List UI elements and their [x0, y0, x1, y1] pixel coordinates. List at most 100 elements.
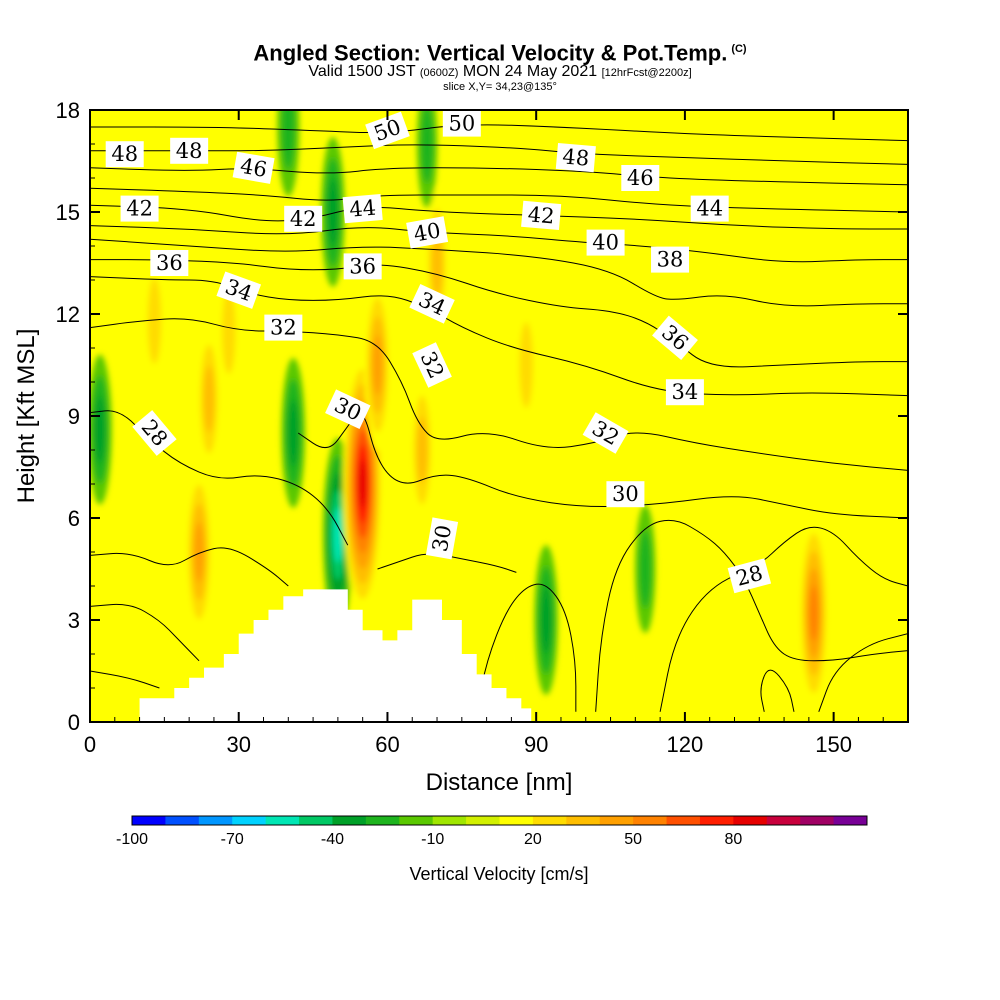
contour-label: 28 [727, 558, 772, 594]
contour-label-text: 46 [238, 154, 268, 182]
contour-label-text: 32 [270, 316, 297, 340]
contour-label: 40 [586, 229, 625, 256]
contour-label: 46 [232, 151, 275, 184]
velocity-cell [333, 507, 343, 563]
y-tick-label: 12 [56, 302, 80, 327]
x-tick-label: 30 [226, 732, 250, 757]
contour-label-box [690, 195, 729, 222]
velocity-cell [327, 178, 339, 246]
colorbar-swatch [265, 816, 300, 825]
contour-label: 36 [343, 253, 382, 280]
x-tick-label: 60 [375, 732, 399, 757]
contour-label: 30 [606, 481, 645, 508]
theta-contour-42 [90, 204, 908, 230]
valid-time-utc: (0600Z) [419, 67, 459, 80]
title-block: Angled Section: Vertical Velocity & Pot.… [0, 36, 1000, 93]
velocity-cell [94, 396, 106, 463]
contour-label: 42 [284, 205, 323, 232]
contour-label-box [342, 193, 383, 224]
contour-label-box [150, 250, 189, 276]
velocity-cell [203, 365, 215, 433]
chart-title: Angled Section: Vertical Velocity & Pot.… [0, 36, 1000, 66]
velocity-field [90, 110, 908, 722]
colorbar-tick-label: -70 [221, 831, 244, 848]
velocity-cell [358, 459, 367, 509]
contour-label-text: 36 [349, 254, 376, 278]
x-tick-label: 120 [667, 732, 704, 757]
y-tick-label: 0 [68, 710, 80, 735]
velocity-cell [147, 278, 162, 364]
contour-label-box [343, 253, 382, 280]
contour-label-box [216, 271, 262, 309]
contour-label-text: 46 [627, 166, 654, 190]
contour-label: 44 [690, 195, 729, 222]
contour-label-box [105, 141, 144, 168]
contour-label-text: 36 [156, 251, 183, 275]
contour-label-box [651, 246, 690, 273]
y-axis-title: Height [Kft MSL] [13, 329, 40, 504]
colorbar-swatch [132, 816, 166, 825]
theta-contour-29 [818, 633, 908, 712]
colorbar-tick-label: 50 [624, 831, 642, 848]
field-background [90, 110, 908, 722]
x-tick-label: 150 [815, 732, 852, 757]
contour-label-box [586, 229, 625, 256]
theta-contour-29 [659, 526, 908, 712]
contour-label-box [120, 195, 159, 222]
colorbar-tick-label: 80 [724, 831, 742, 848]
velocity-cell [540, 586, 552, 654]
colorbar-swatch [666, 816, 701, 825]
theta-contour-29 [595, 519, 908, 712]
contour-label-box [264, 314, 303, 341]
contour-label-text: 30 [612, 482, 639, 506]
slice-info: slice X,Y= 34,23@135° [443, 81, 557, 94]
colorbar-title: Vertical Velocity [cm/s] [409, 864, 588, 884]
contour-label-box [665, 379, 704, 406]
theta-contour-29 [90, 547, 289, 587]
colorbar-swatch [766, 816, 801, 825]
colorbar-swatch [332, 816, 367, 825]
colorbar-frame [131, 815, 868, 826]
velocity-cells [90, 110, 829, 711]
contour-label-box [170, 137, 209, 164]
y-tick-label: 3 [68, 608, 80, 633]
x-tick-label: 0 [84, 732, 96, 757]
copyright-mark: (C) [731, 43, 747, 55]
theta-contour-46 [90, 167, 908, 186]
colorbar-swatch [466, 816, 500, 825]
velocity-cell [638, 529, 652, 609]
colorbar-swatch [232, 816, 267, 825]
contour-label: 30 [425, 517, 459, 560]
contour-label-box [409, 283, 455, 324]
colorbar-swatch [566, 816, 601, 825]
colorbar-tick-label: -100 [116, 831, 148, 848]
contour-label-text: 42 [527, 202, 556, 228]
contour-label-box [442, 110, 481, 137]
contour-label: 42 [120, 195, 159, 222]
contour-label: 42 [521, 200, 562, 231]
colorbar-swatch [800, 816, 835, 825]
contour-label-box [232, 151, 275, 184]
colorbar-swatch [633, 816, 668, 825]
forecast-info: [12hrFcst@2200z] [601, 67, 692, 80]
contour-label-box [521, 200, 562, 231]
contour-label-box [325, 389, 371, 430]
contour-label-box [555, 142, 596, 173]
contour-label-box [412, 342, 452, 388]
velocity-cell [809, 585, 819, 641]
colorbar-swatch [733, 816, 768, 825]
contour-label: 32 [264, 314, 303, 341]
velocity-cell [288, 399, 299, 467]
contour-label-text: 44 [696, 197, 723, 221]
terrain [90, 589, 908, 722]
contour-label-box [132, 410, 177, 456]
contour-label: 48 [170, 137, 209, 164]
contour-label-box [425, 517, 459, 560]
theta-contour-50 [90, 124, 908, 142]
valid-date: MON 24 May 2021 [462, 63, 598, 81]
contour-label-box [365, 111, 410, 150]
theta-contour-29 [760, 669, 795, 712]
valid-time: Valid 1500 JST [308, 63, 416, 81]
